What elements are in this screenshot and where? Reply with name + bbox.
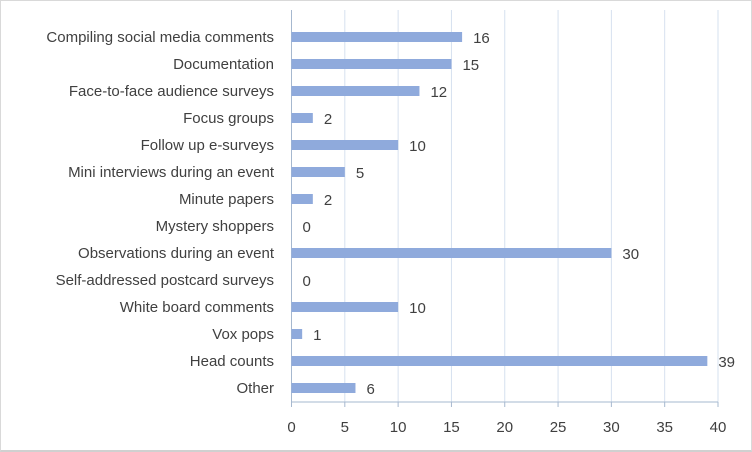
bar	[291, 329, 303, 339]
bar	[291, 383, 356, 393]
data-label: 10	[409, 300, 426, 317]
category-label: Head counts	[190, 353, 274, 370]
bar	[291, 140, 399, 150]
data-label: 6	[366, 381, 374, 398]
x-tick-label: 30	[603, 419, 620, 436]
x-tick-label: 15	[443, 419, 460, 436]
x-tick-label: 20	[496, 419, 513, 436]
category-label: White board comments	[120, 299, 274, 316]
data-label: 39	[718, 354, 735, 371]
data-label: 10	[409, 138, 426, 155]
category-label: Mini interviews during an event	[68, 164, 275, 181]
bar	[291, 356, 708, 366]
data-label: 12	[430, 84, 447, 101]
category-label: Other	[236, 380, 274, 397]
category-label: Minute papers	[179, 191, 274, 208]
x-tick-labels: 0 5 10 15 20 25 30 35 40	[287, 419, 726, 436]
data-label: 15	[462, 57, 479, 74]
x-tick-label: 25	[550, 419, 567, 436]
data-label: 16	[473, 30, 490, 47]
data-label: 1	[313, 327, 321, 344]
data-label: 0	[303, 219, 311, 236]
category-labels: Compiling social media comments Documenta…	[46, 29, 274, 397]
x-tick-label: 35	[656, 419, 673, 436]
category-label: Observations during an event	[78, 245, 275, 262]
gridlines	[291, 10, 719, 407]
category-label: Focus groups	[183, 110, 274, 127]
data-label: 30	[622, 246, 639, 263]
category-label: Vox pops	[212, 326, 274, 343]
category-label: Compiling social media comments	[46, 29, 274, 46]
x-tick-label: 10	[390, 419, 407, 436]
data-label: 2	[324, 192, 332, 209]
category-label: Mystery shoppers	[156, 218, 274, 235]
bar	[291, 167, 345, 177]
bar	[291, 302, 399, 312]
bar	[291, 32, 463, 42]
data-label: 2	[324, 111, 332, 128]
bar	[291, 86, 420, 96]
bar	[291, 248, 612, 258]
data-label: 5	[356, 165, 364, 182]
bars	[291, 32, 708, 393]
category-label: Self-addressed postcard surveys	[56, 272, 274, 289]
category-label: Face-to-face audience surveys	[69, 83, 274, 100]
x-tick-label: 40	[710, 419, 727, 436]
x-tick-label: 0	[287, 419, 295, 436]
bar	[291, 194, 313, 204]
bar	[291, 59, 452, 69]
x-tick-label: 5	[341, 419, 349, 436]
category-label: Documentation	[173, 56, 274, 73]
bar	[291, 113, 313, 123]
data-label: 0	[303, 273, 311, 290]
category-label: Follow up e-surveys	[141, 137, 274, 154]
